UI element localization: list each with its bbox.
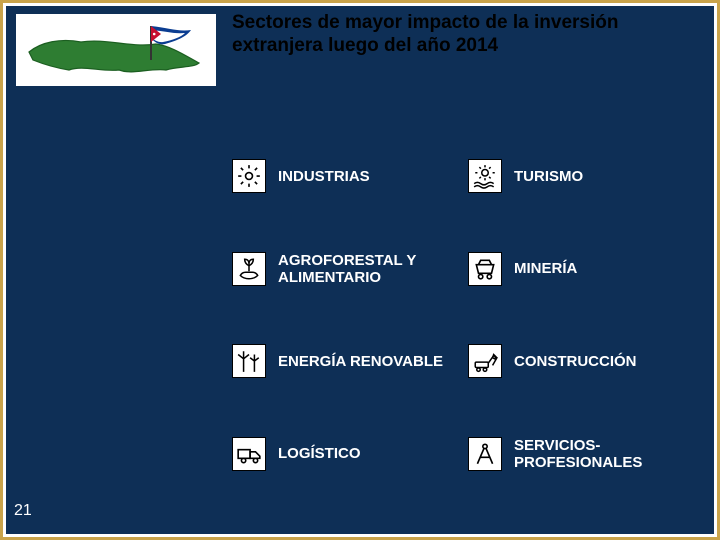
sector-agroforestal: AGROFORESTAL Y ALIMENTARIO bbox=[232, 229, 458, 310]
truck-icon bbox=[232, 437, 266, 471]
excavator-icon bbox=[468, 344, 502, 378]
sector-energia-renovable: ENERGÍA RENOVABLE bbox=[232, 321, 458, 402]
page-number: 21 bbox=[14, 502, 32, 520]
sector-mineria: MINERÍA bbox=[468, 229, 694, 310]
slide: Sectores de mayor impacto de la inversió… bbox=[0, 0, 720, 540]
gear-icon bbox=[232, 159, 266, 193]
cuba-map-logo bbox=[16, 14, 216, 86]
sector-label: AGROFORESTAL Y ALIMENTARIO bbox=[278, 252, 458, 287]
sector-label: MINERÍA bbox=[514, 260, 694, 277]
sector-label: CONSTRUCCIÓN bbox=[514, 353, 694, 370]
sector-label: SERVICIOS- PROFESIONALES bbox=[514, 437, 694, 472]
sector-grid: INDUSTRIAS TURISMO bbox=[232, 136, 694, 494]
sector-label: INDUSTRIAS bbox=[278, 168, 458, 185]
slide-title: Sectores de mayor impacto de la inversió… bbox=[232, 12, 684, 58]
sector-industrias: INDUSTRIAS bbox=[232, 136, 458, 217]
sector-construccion: CONSTRUCCIÓN bbox=[468, 321, 694, 402]
slide-background: Sectores de mayor impacto de la inversió… bbox=[6, 6, 714, 534]
mine-cart-icon bbox=[468, 252, 502, 286]
sector-turismo: TURISMO bbox=[468, 136, 694, 217]
compass-tool-icon bbox=[468, 437, 502, 471]
sector-label: ENERGÍA RENOVABLE bbox=[278, 353, 458, 370]
sun-water-icon bbox=[468, 159, 502, 193]
sector-servicios-profesionales: SERVICIOS- PROFESIONALES bbox=[468, 414, 694, 495]
sector-label: LOGÍSTICO bbox=[278, 445, 458, 462]
wind-turbine-icon bbox=[232, 344, 266, 378]
sector-logistico: LOGÍSTICO bbox=[232, 414, 458, 495]
cuba-map-icon bbox=[21, 20, 211, 80]
sector-label: TURISMO bbox=[514, 168, 694, 185]
plant-hand-icon bbox=[232, 252, 266, 286]
